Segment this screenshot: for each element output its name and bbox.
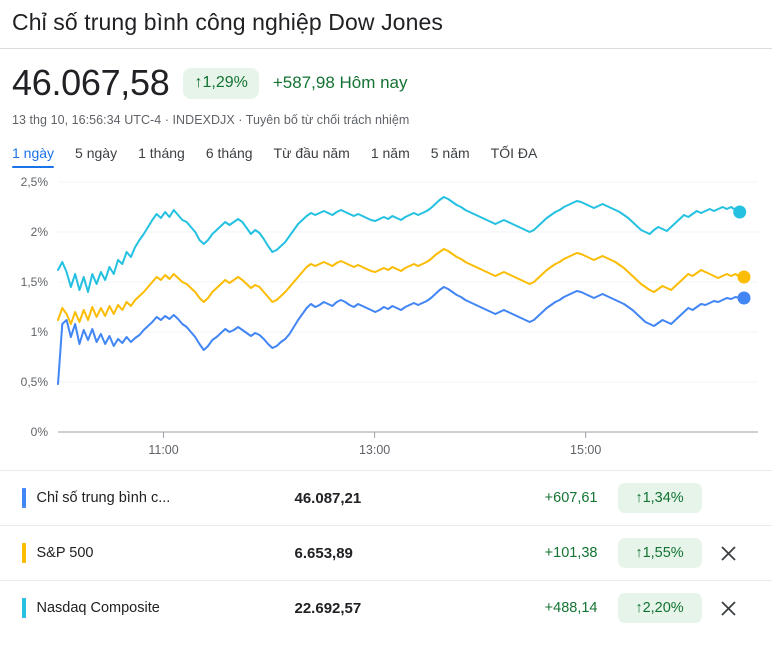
quote-header: Chỉ số trung bình công nghiệp Dow Jones … (0, 0, 772, 127)
tab-label: Từ đầu năm (273, 145, 350, 161)
series-color-swatch (22, 543, 26, 563)
series-value: 46.087,21 (294, 489, 362, 507)
chart-canvas[interactable]: 2,5% 2% 1,5% 1% 0,5% 0% 11:00 13:00 15:00 (0, 170, 772, 470)
svg-text:11:00: 11:00 (148, 443, 178, 457)
series-value: 22.692,57 (294, 599, 362, 617)
svg-text:1,5%: 1,5% (21, 275, 49, 289)
table-row[interactable]: S&P 500 6.653,89 +101,38 ↑1,55% (0, 525, 772, 580)
svg-text:13:00: 13:00 (359, 443, 390, 457)
tab-active-underline (12, 165, 55, 168)
tab-5-years[interactable]: 5 năm (431, 143, 491, 168)
series-name: Chỉ số trung bình c... (36, 490, 171, 506)
table-row[interactable]: Nasdaq Composite 22.692,57 +488,14 ↑2,20… (0, 580, 772, 635)
series-percent-badge: ↑1,34% (617, 483, 702, 513)
tab-label: 1 năm (370, 145, 410, 161)
price-chart[interactable]: 2,5% 2% 1,5% 1% 0,5% 0% 11:00 13:00 15:00 (0, 170, 772, 470)
series-percent-badge: ↑1,55% (617, 538, 702, 568)
series-name: S&P 500 (36, 545, 94, 561)
series-name: Nasdaq Composite (36, 600, 160, 616)
svg-text:1%: 1% (31, 325, 49, 339)
series-value: 6.653,89 (294, 544, 353, 562)
series-color-swatch (22, 488, 26, 508)
remove-series-button[interactable] (714, 600, 744, 617)
svg-text:15:00: 15:00 (570, 443, 601, 457)
tab-5-days[interactable]: 5 ngày (75, 143, 138, 168)
tab-1-day[interactable]: 1 ngày (12, 143, 75, 168)
tab-6-months[interactable]: 6 tháng (206, 143, 274, 168)
series-change: +101,38 (544, 545, 598, 561)
series-percent-badge: ↑2,20% (617, 593, 702, 623)
range-tabs: 1 ngày 5 ngày 1 tháng 6 tháng Từ đầu năm… (0, 127, 772, 168)
svg-text:0,5%: 0,5% (21, 375, 49, 389)
absolute-change: +587,98 Hôm nay (272, 73, 408, 92)
tab-label: TỐI ĐA (490, 145, 538, 161)
tab-1-year[interactable]: 1 năm (371, 143, 431, 168)
svg-text:0%: 0% (31, 425, 49, 439)
quote-summary-row: 46.067,58 ↑1,29% +587,98 Hôm nay (0, 49, 772, 103)
remove-series-button[interactable] (714, 545, 744, 562)
tab-label: 1 ngày (12, 145, 55, 161)
tab-label: 6 tháng (205, 145, 253, 161)
header-divider (0, 48, 772, 49)
page-title: Chỉ số trung bình công nghiệp Dow Jones (12, 9, 443, 35)
tab-label: 5 ngày (75, 145, 118, 161)
quote-meta: 13 thg 10, 16:56:34 UTC-4 · INDEXDJX · T… (12, 113, 410, 127)
tab-ytd[interactable]: Từ đầu năm (274, 143, 371, 168)
series-color-swatch (22, 598, 26, 618)
close-icon (721, 600, 736, 616)
tab-max[interactable]: TỐI ĐA (491, 143, 559, 168)
current-price: 46.067,58 (12, 62, 170, 103)
comparison-legend: Chỉ số trung bình c... 46.087,21 +607,61… (0, 470, 772, 635)
percent-change-badge: ↑1,29% (183, 67, 259, 99)
tab-label: 1 tháng (138, 145, 185, 161)
tab-1-month[interactable]: 1 tháng (138, 143, 206, 168)
series-change: +607,61 (544, 490, 598, 506)
close-icon (721, 545, 736, 561)
svg-text:2,5%: 2,5% (21, 175, 49, 189)
series-change: +488,14 (544, 600, 598, 616)
table-row[interactable]: Chỉ số trung bình c... 46.087,21 +607,61… (0, 470, 772, 525)
tab-label: 5 năm (430, 145, 470, 161)
svg-text:2%: 2% (31, 225, 49, 239)
